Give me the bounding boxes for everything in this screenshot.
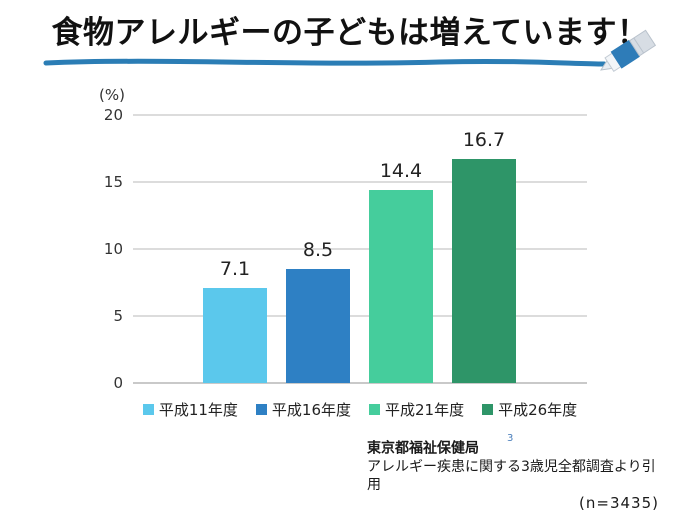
source-organization: 東京都福祉保健局3 xyxy=(367,433,514,457)
y-tick-label-5: 5 xyxy=(113,307,123,325)
bar-平成11年度 xyxy=(203,287,267,383)
bar-chart-plot-area: 0 5 10 15 20 7.1 8.5 14.4 16.7 xyxy=(104,106,587,392)
y-axis-unit-label: (%) xyxy=(99,86,125,104)
y-tick-label-10: 10 xyxy=(103,240,123,258)
bar-平成16年度 xyxy=(286,269,350,383)
legend-swatch-平成11年度 xyxy=(142,404,154,415)
slide: 食物アレルギーの子どもは増えています！ (%) 0 5 10 15 20 7.1 8.5 14… xyxy=(43,15,658,513)
legend-item-平成11年度: 平成11年度 xyxy=(142,399,238,420)
footnote-number: 3 xyxy=(507,433,514,444)
legend-item-平成26年度: 平成26年度 xyxy=(482,399,577,420)
legend-swatch-平成26年度 xyxy=(482,404,494,415)
chart-legend: 平成11年度 平成16年度 平成21年度 平成26年度 xyxy=(133,399,587,420)
legend-item-平成21年度: 平成21年度 xyxy=(369,399,464,420)
legend-label-平成11年度: 平成11年度 xyxy=(158,401,238,419)
bar-平成26年度 xyxy=(452,159,516,383)
source-citation: アレルギー疾患に関する3歳児全都調査より引用 xyxy=(367,458,656,494)
y-tick-label-20: 20 xyxy=(103,106,123,124)
legend-label-平成26年度: 平成26年度 xyxy=(498,401,578,419)
legend-swatch-平成21年度 xyxy=(369,404,380,415)
legend-label-平成21年度: 平成21年度 xyxy=(385,401,465,419)
bar-value-label-平成11年度: 7.1 xyxy=(219,257,251,280)
bar-value-label-平成16年度: 8.5 xyxy=(302,239,334,262)
gridline-5 xyxy=(133,315,587,317)
y-tick-label-0: 0 xyxy=(113,374,123,392)
legend-label-平成16年度: 平成16年度 xyxy=(271,401,351,419)
legend-item-平成16年度: 平成16年度 xyxy=(255,399,351,420)
legend-swatch-平成16年度 xyxy=(255,404,267,415)
gridline-10 xyxy=(133,248,587,250)
bar-value-label-平成26年度: 16.7 xyxy=(462,129,506,152)
bar-平成21年度 xyxy=(369,190,433,383)
gridline-0 xyxy=(133,382,587,384)
y-tick-label-15: 15 xyxy=(103,173,123,191)
slide-title: 食物アレルギーの子どもは増えています！ xyxy=(51,15,649,51)
hand-drawn-line xyxy=(43,58,607,67)
gridline-20 xyxy=(133,114,587,116)
gridline-15 xyxy=(133,181,587,183)
bar-value-label-平成21年度: 14.4 xyxy=(379,160,423,183)
sample-size: (n=3435) xyxy=(579,494,659,513)
source-footer: 東京都福祉保健局3 アレルギー疾患に関する3歳児全都調査より引用 (n=3435… xyxy=(367,433,659,514)
